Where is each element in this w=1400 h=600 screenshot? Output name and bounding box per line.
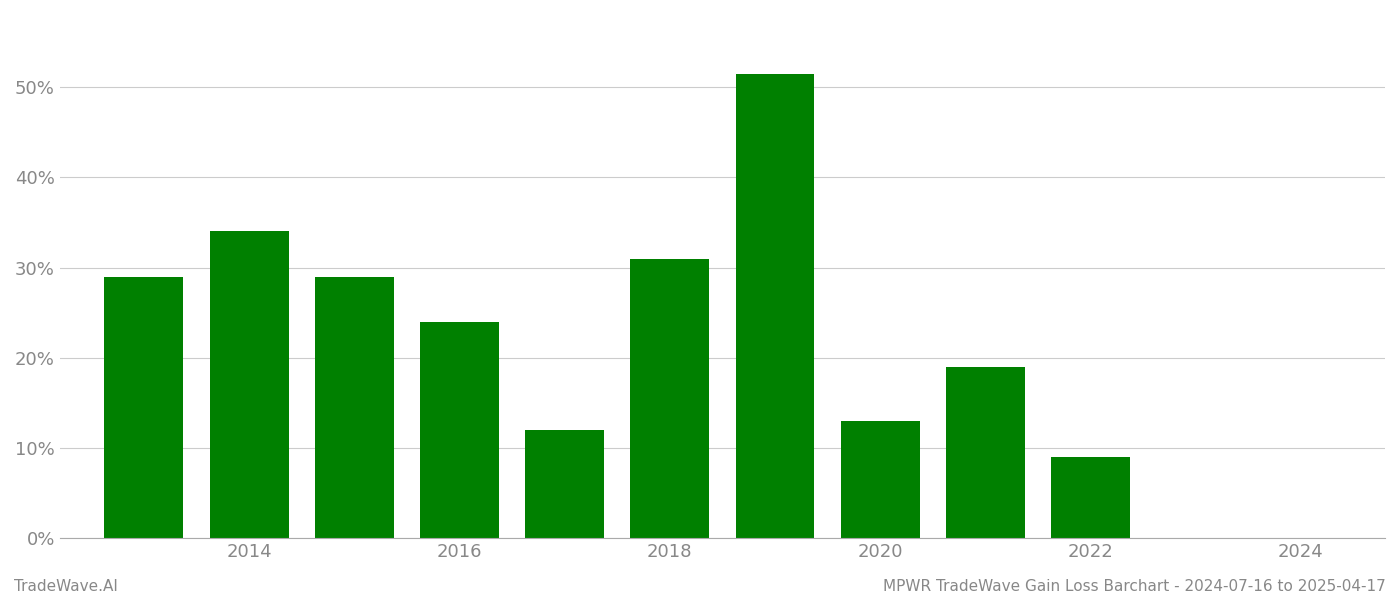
Bar [630,259,710,538]
Bar [315,277,393,538]
Bar [420,322,498,538]
Text: MPWR TradeWave Gain Loss Barchart - 2024-07-16 to 2025-04-17: MPWR TradeWave Gain Loss Barchart - 2024… [883,579,1386,594]
Text: TradeWave.AI: TradeWave.AI [14,579,118,594]
Bar [525,430,603,538]
Bar [210,232,288,538]
Bar [946,367,1025,538]
Bar [735,74,815,538]
Bar [840,421,920,538]
Bar [105,277,183,538]
Bar [1051,457,1130,538]
